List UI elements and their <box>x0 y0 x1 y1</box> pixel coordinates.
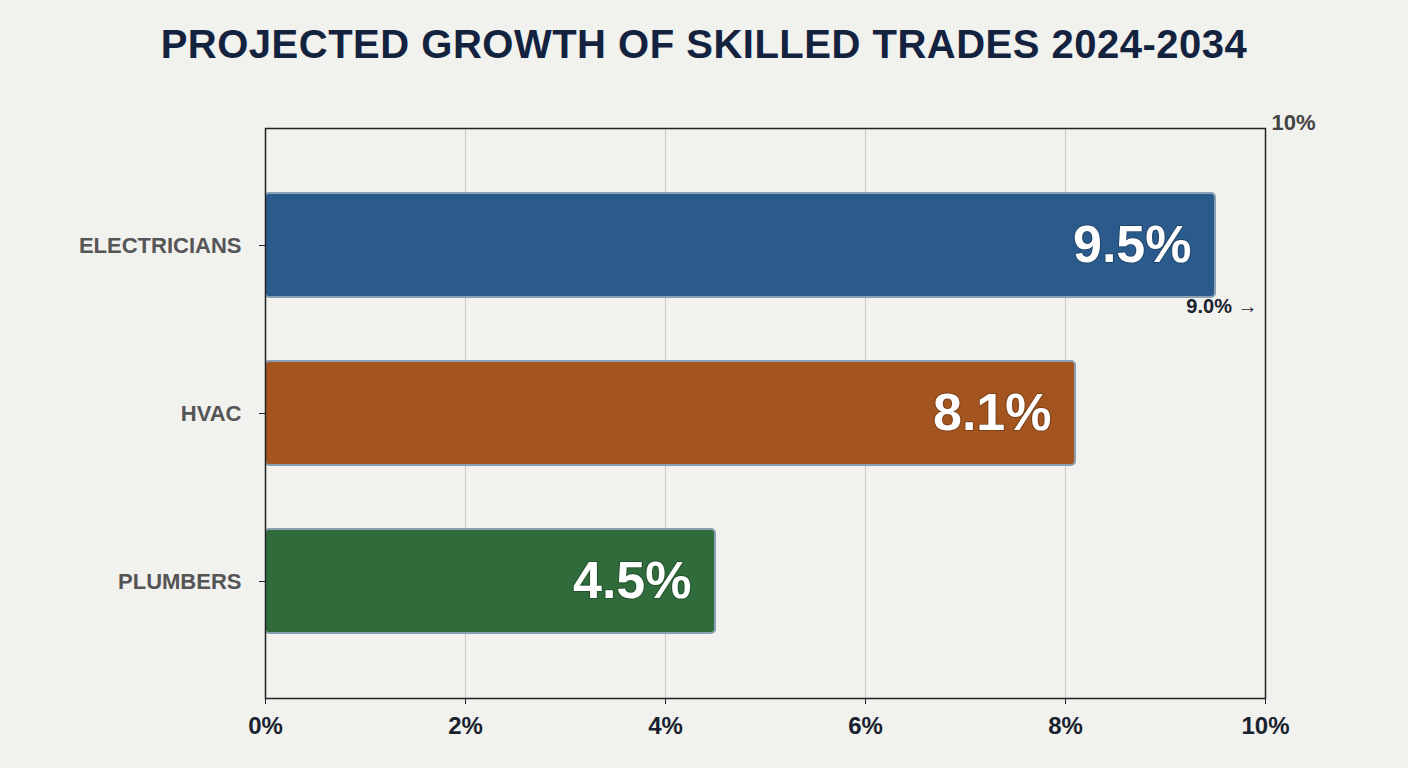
svg-text:8.1%: 8.1% <box>933 383 1052 441</box>
svg-text:ELECTRICIANS: ELECTRICIANS <box>79 233 242 258</box>
svg-text:0%: 0% <box>248 712 283 739</box>
svg-text:PLUMBERS: PLUMBERS <box>118 569 241 594</box>
svg-text:9.5%: 9.5% <box>1073 215 1192 273</box>
html-text:PROJECTED GROWTH OF SKILLED TR: PROJECTED GROWTH OF SKILLED TRADES 2024-… <box>160 22 1248 66</box>
svg-text:4.5%: 4.5% <box>573 551 692 609</box>
svg-text:2%: 2% <box>448 712 483 739</box>
svg-text:9.0% →: 9.0% → <box>1186 295 1257 317</box>
svg-text:8%: 8% <box>1048 712 1083 739</box>
svg-text:10%: 10% <box>1241 712 1289 739</box>
svg-text:10%: 10% <box>1271 110 1315 135</box>
svg-text:6%: 6% <box>848 712 883 739</box>
svg-text:4%: 4% <box>648 712 683 739</box>
svg-text:HVAC: HVAC <box>181 401 242 426</box>
